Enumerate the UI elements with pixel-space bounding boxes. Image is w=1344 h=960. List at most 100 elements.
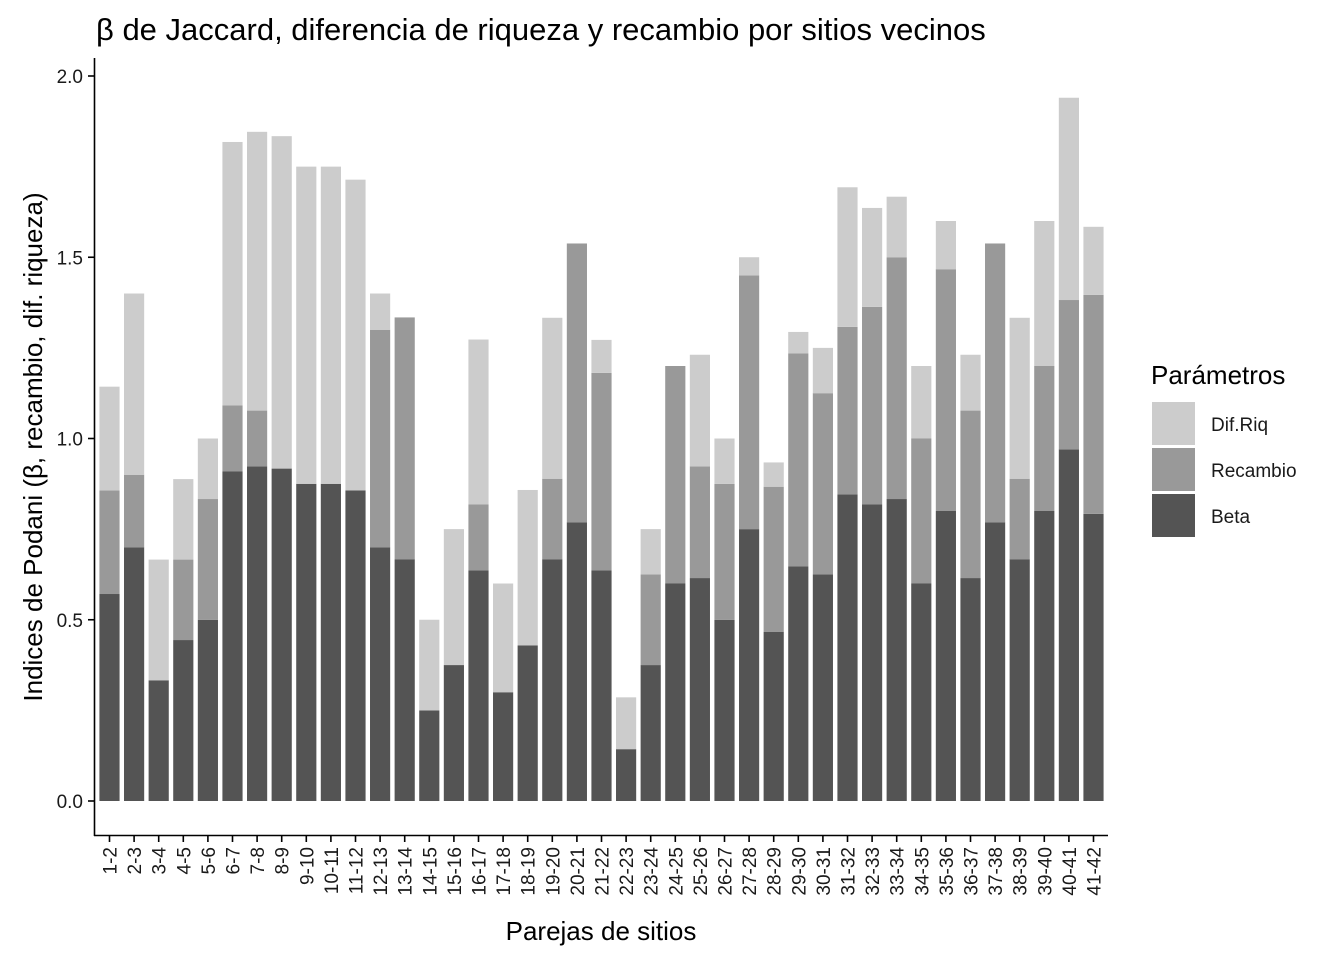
bar-recambio-37-38 xyxy=(985,243,1006,523)
bar-recambio-2-3 xyxy=(124,474,145,548)
bar-recambio-1-2 xyxy=(99,490,120,595)
y-tick-label: 0.5 xyxy=(57,611,83,632)
x-tick-label: 19-20 xyxy=(543,847,564,896)
bar-recambio-27-28 xyxy=(739,275,760,530)
bar-beta-38-39 xyxy=(1009,559,1030,801)
bar-beta-3-4 xyxy=(148,680,169,801)
x-tick-label: 36-37 xyxy=(962,847,983,896)
bar-beta-11-12 xyxy=(345,490,366,801)
legend-label: Dif.Riq xyxy=(1211,415,1268,436)
x-tick-label: 28-29 xyxy=(765,847,786,896)
bar-dif-riq-12-13 xyxy=(370,293,391,330)
bar-beta-24-25 xyxy=(665,583,686,801)
bar-dif-riq-21-22 xyxy=(591,339,612,373)
x-ticks: 1-2 2-3 3-4 4-5 5-6 6-7 7-8 8-9 9-10 10-11 11-12 12… xyxy=(101,836,1106,896)
bar-dif-riq-39-40 xyxy=(1034,221,1055,366)
x-tick-label: 5-6 xyxy=(199,847,220,874)
bar-dif-riq-22-23 xyxy=(616,697,637,750)
legend-title: Parámetros xyxy=(1151,360,1285,390)
bar-beta-29-30 xyxy=(788,566,809,801)
legend-key-recambio xyxy=(1152,448,1195,491)
bar-dif-riq-29-30 xyxy=(788,331,809,354)
x-tick-label: 12-13 xyxy=(371,847,392,896)
bar-dif-riq-30-31 xyxy=(812,347,833,394)
bar-dif-riq-19-20 xyxy=(542,317,563,479)
x-tick-label: 9-10 xyxy=(297,847,318,885)
bar-dif-riq-1-2 xyxy=(99,386,120,491)
bar-dif-riq-32-33 xyxy=(862,207,883,307)
bar-recambio-34-35 xyxy=(911,438,932,584)
x-tick-label: 27-28 xyxy=(740,847,761,896)
bar-beta-25-26 xyxy=(689,578,710,801)
bar-recambio-29-30 xyxy=(788,353,809,567)
x-tick-label: 31-32 xyxy=(839,847,860,896)
bar-dif-riq-31-32 xyxy=(837,187,858,327)
bar-beta-17-18 xyxy=(493,692,514,801)
x-tick-label: 39-40 xyxy=(1035,847,1056,896)
x-tick-label: 11-12 xyxy=(347,847,368,894)
bar-recambio-6-7 xyxy=(222,405,243,472)
bar-recambio-26-27 xyxy=(714,483,735,620)
x-tick-label: 6-7 xyxy=(224,847,245,874)
x-tick-label: 15-16 xyxy=(445,847,466,896)
y-tick-label: 1.5 xyxy=(57,248,83,269)
bar-recambio-39-40 xyxy=(1034,366,1055,511)
x-tick-label: 4-5 xyxy=(174,847,195,874)
x-tick-label: 25-26 xyxy=(691,847,712,896)
bar-dif-riq-8-9 xyxy=(271,136,292,469)
bar-beta-18-19 xyxy=(517,645,538,801)
x-tick-label: 30-31 xyxy=(814,847,835,896)
x-tick-label: 22-23 xyxy=(617,847,638,896)
bar-recambio-21-22 xyxy=(591,372,612,571)
bar-beta-6-7 xyxy=(222,471,243,801)
bar-recambio-36-37 xyxy=(960,410,981,579)
x-tick-label: 18-19 xyxy=(519,847,540,896)
bar-recambio-16-17 xyxy=(468,504,489,571)
x-tick-label: 1-2 xyxy=(101,847,122,874)
bar-beta-4-5 xyxy=(173,640,194,801)
bar-recambio-41-42 xyxy=(1083,294,1104,514)
x-tick-label: 41-42 xyxy=(1085,847,1106,896)
bar-recambio-31-32 xyxy=(837,326,858,495)
y-tick-label: 1.0 xyxy=(57,430,83,451)
bar-dif-riq-27-28 xyxy=(739,257,760,276)
bar-beta-31-32 xyxy=(837,494,858,801)
x-tick-label: 17-18 xyxy=(494,847,515,896)
bar-dif-riq-10-11 xyxy=(320,166,341,484)
x-tick-label: 32-33 xyxy=(863,847,884,896)
bar-beta-28-29 xyxy=(763,631,784,801)
x-tick-label: 14-15 xyxy=(420,847,441,896)
bar-beta-10-11 xyxy=(320,483,341,801)
x-tick-label: 38-39 xyxy=(1011,847,1032,896)
bar-recambio-32-33 xyxy=(862,306,883,505)
x-tick-label: 26-27 xyxy=(716,847,737,896)
x-tick-label: 37-38 xyxy=(986,847,1007,896)
x-tick-label: 3-4 xyxy=(150,847,171,875)
x-tick-label: 7-8 xyxy=(248,847,269,874)
bar-recambio-13-14 xyxy=(394,317,415,560)
bar-dif-riq-25-26 xyxy=(689,354,710,467)
x-tick-label: 34-35 xyxy=(912,847,933,896)
chart-title: β de Jaccard, diferencia de riqueza y re… xyxy=(96,12,986,47)
bar-beta-22-23 xyxy=(616,749,637,801)
bar-dif-riq-3-4 xyxy=(148,559,169,681)
bar-dif-riq-4-5 xyxy=(173,479,194,560)
bar-recambio-7-8 xyxy=(247,410,268,467)
y-ticks: 0.0 0.5 1.0 1.5 2.0 xyxy=(57,67,94,813)
bar-dif-riq-18-19 xyxy=(517,489,538,646)
bar-dif-riq-7-8 xyxy=(247,131,268,411)
bar-dif-riq-23-24 xyxy=(640,529,661,575)
bar-beta-35-36 xyxy=(935,511,956,801)
bar-dif-riq-35-36 xyxy=(935,221,956,270)
x-tick-label: 21-22 xyxy=(593,847,614,896)
x-tick-label: 2-3 xyxy=(125,847,146,874)
x-tick-label: 16-17 xyxy=(470,847,491,896)
bar-dif-riq-34-35 xyxy=(911,366,932,439)
bar-recambio-40-41 xyxy=(1058,300,1079,450)
bar-recambio-12-13 xyxy=(370,329,391,548)
bar-dif-riq-11-12 xyxy=(345,179,366,491)
y-tick-label: 2.0 xyxy=(57,67,83,88)
x-tick-label: 13-14 xyxy=(396,847,417,896)
bar-beta-7-8 xyxy=(247,466,268,801)
